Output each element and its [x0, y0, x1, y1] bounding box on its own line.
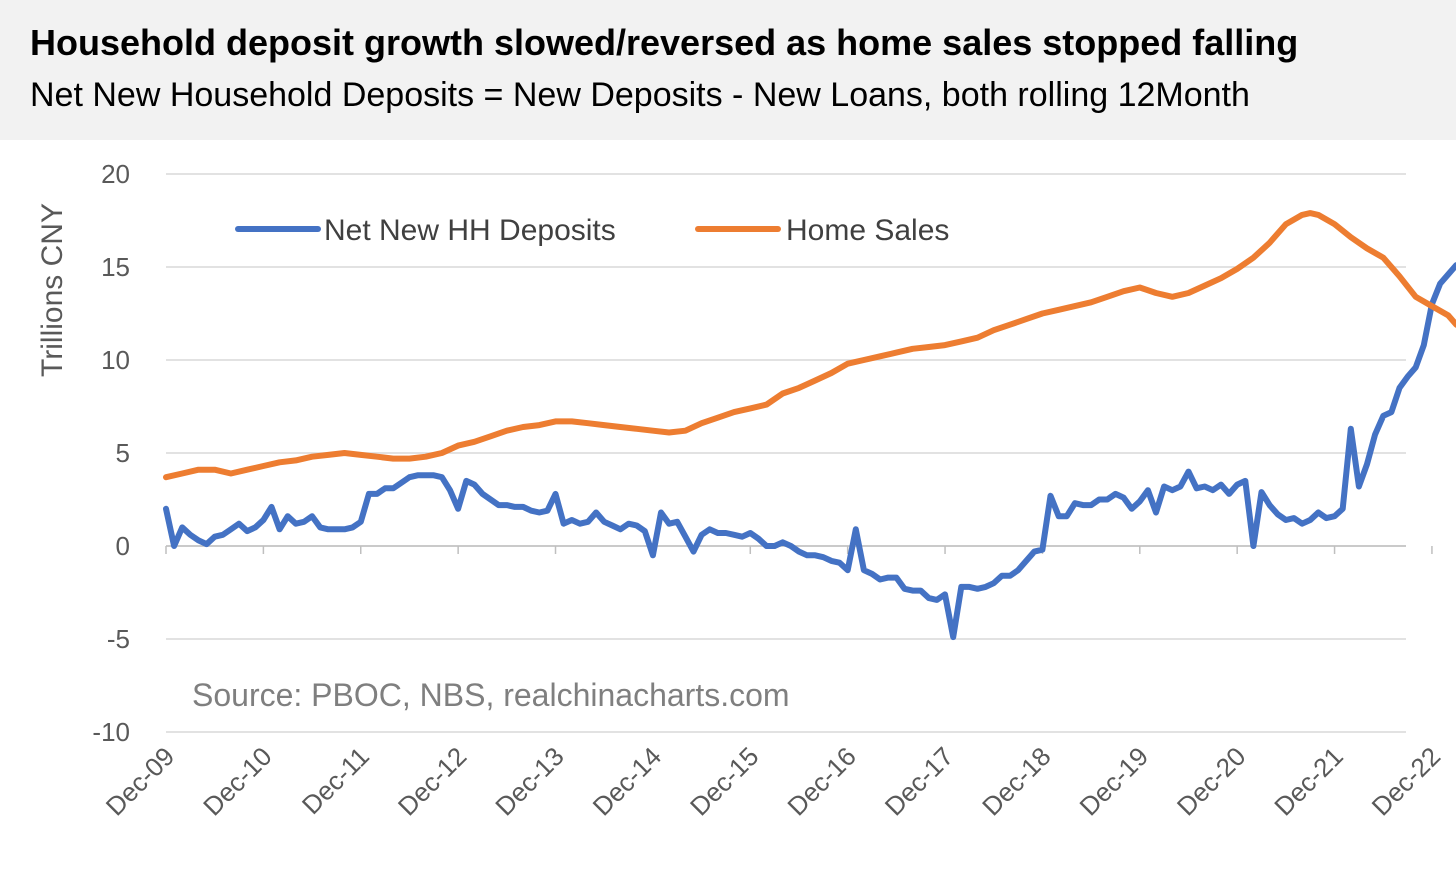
y-tick-label: 20	[101, 159, 130, 189]
chart-title: Household deposit growth slowed/reversed…	[30, 22, 1299, 63]
y-tick-label: -10	[92, 717, 130, 747]
legend: Net New HH Deposits Home Sales	[235, 214, 949, 247]
y-tick-labels: 20 15 10 5 0 -5 -10	[92, 159, 130, 747]
x-tick-label: Dec-15	[684, 741, 764, 821]
x-tick-label: Dec-16	[781, 741, 861, 821]
x-tick-label: Dec-10	[197, 741, 277, 821]
x-tick-label: Dec-11	[296, 741, 375, 820]
y-tick-label: -5	[107, 624, 130, 654]
legend-label: Net New HH Deposits	[324, 214, 616, 247]
x-tick-label: Dec-19	[1074, 741, 1154, 821]
y-tick-label: 15	[101, 252, 130, 282]
y-tick-label: 5	[116, 438, 130, 468]
y-tick-label: 0	[116, 531, 130, 561]
data-series	[163, 210, 1456, 641]
legend-label: Home Sales	[786, 214, 949, 247]
x-tick-labels: Dec-09 Dec-10 Dec-11 Dec-12 Dec-13 Dec-14 Dec-…	[100, 741, 1446, 821]
y-axis-title: Trillions CNY	[36, 203, 69, 377]
x-tick-label: Dec-20	[1171, 741, 1251, 821]
series-line-1	[163, 210, 1456, 481]
chart-subtitle: Net New Household Deposits = New Deposit…	[30, 76, 1250, 114]
series-line-0	[163, 262, 1456, 641]
chart-header: Household deposit growth slowed/reversed…	[0, 0, 1456, 140]
x-tick-label: Dec-09	[100, 741, 180, 821]
x-tick-label: Dec-12	[392, 741, 472, 821]
x-tick-label: Dec-17	[879, 741, 959, 821]
x-tick-label: Dec-22	[1366, 741, 1446, 821]
x-tick-label: Dec-13	[489, 741, 569, 821]
source-annotation: Source: PBOC, NBS, realchinacharts.com	[192, 677, 790, 713]
x-tick-label: Dec-21	[1268, 741, 1348, 821]
x-tick-label: Dec-18	[976, 741, 1056, 821]
y-tick-label: 10	[101, 345, 130, 375]
x-tick-label: Dec-14	[587, 741, 667, 821]
